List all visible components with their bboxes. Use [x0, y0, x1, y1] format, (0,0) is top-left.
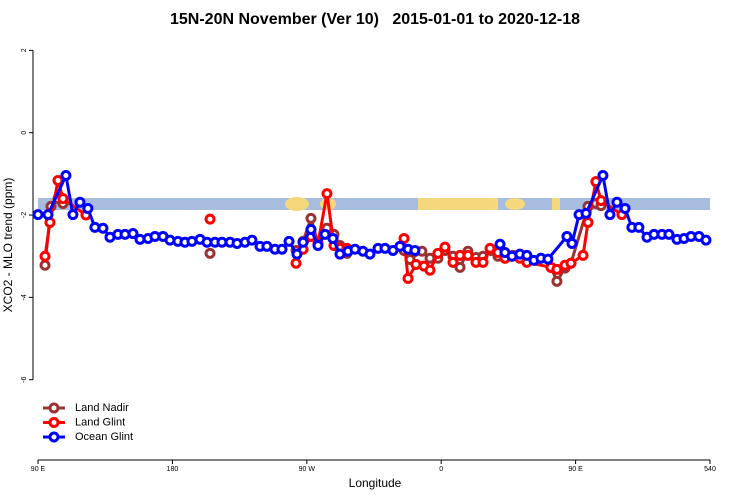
point: [321, 188, 333, 200]
point: [595, 195, 607, 207]
point: [402, 272, 414, 284]
point: [577, 249, 589, 261]
point: [700, 234, 712, 246]
point: [57, 193, 69, 205]
point: [439, 241, 451, 253]
x-tick-label: 90 E: [568, 466, 583, 473]
y-axis-label: XCO2 - MLO trend (ppm): [1, 178, 15, 313]
point: [42, 209, 54, 221]
point: [67, 209, 79, 221]
point: [565, 257, 577, 269]
point: [305, 212, 317, 224]
legend-label: Ocean Glint: [75, 431, 133, 443]
point: [276, 243, 288, 255]
legend-label: Land Nadir: [75, 402, 129, 414]
y-tick-label: 0: [21, 131, 28, 135]
point: [39, 259, 51, 271]
legend-swatch: [48, 431, 60, 443]
point: [484, 242, 496, 254]
point: [305, 223, 317, 235]
point: [246, 234, 258, 246]
series-line: [498, 170, 707, 262]
point: [319, 228, 331, 240]
point: [551, 275, 563, 287]
point: [597, 170, 609, 182]
legend-label: Land Glint: [75, 416, 125, 428]
point: [204, 213, 216, 225]
point: [204, 247, 216, 259]
point: [619, 202, 631, 214]
x-tick-label: 180: [167, 466, 179, 473]
point: [611, 196, 623, 208]
point: [566, 237, 578, 249]
point: [364, 248, 376, 260]
point: [409, 244, 421, 256]
point: [52, 174, 64, 186]
point: [462, 249, 474, 261]
x-tick-label: 0: [439, 466, 443, 473]
point: [561, 230, 573, 242]
point: [633, 221, 645, 233]
point: [127, 228, 139, 240]
point: [283, 235, 295, 247]
point: [551, 263, 563, 275]
point: [477, 256, 489, 268]
y-tick-label: -4: [21, 294, 28, 300]
series: [32, 170, 712, 266]
point: [521, 249, 533, 261]
point: [542, 253, 554, 265]
point: [432, 247, 444, 259]
point: [582, 216, 594, 228]
point: [60, 170, 72, 182]
y-tick-label: -2: [21, 212, 28, 218]
x-axis-label: Longitude: [349, 476, 402, 490]
point: [297, 236, 309, 248]
legend-swatch: [48, 402, 60, 414]
x-tick-label: 90 E: [31, 466, 46, 473]
chart-title: 15N-20N November (Ver 10) 2015-01-01 to …: [170, 11, 580, 28]
point: [494, 238, 506, 250]
point: [97, 222, 109, 234]
point: [663, 228, 675, 240]
point: [604, 209, 616, 221]
point: [290, 257, 302, 269]
point: [454, 261, 466, 273]
point: [39, 250, 51, 262]
point: [291, 248, 303, 260]
legend-swatch: [48, 417, 60, 428]
point: [312, 240, 324, 252]
point: [32, 209, 44, 221]
y-tick-label: -6: [21, 377, 28, 383]
y-tick-label: 2: [21, 48, 28, 52]
x-tick-label: 540: [704, 466, 716, 473]
point: [327, 233, 339, 245]
point: [580, 207, 592, 219]
point: [74, 196, 86, 208]
series-line: [402, 181, 623, 284]
point: [398, 233, 410, 245]
point: [424, 264, 436, 276]
point: [82, 202, 94, 214]
point: [447, 256, 459, 268]
x-tick-label: 90 W: [299, 466, 316, 473]
